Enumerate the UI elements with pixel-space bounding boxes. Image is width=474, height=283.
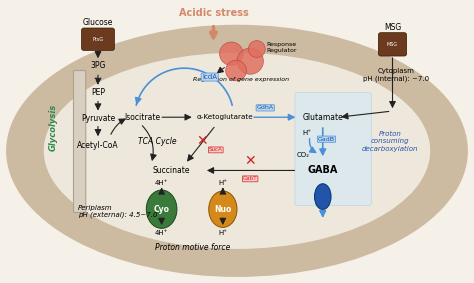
Text: GABA: GABA (308, 166, 338, 175)
Text: Response
Regulator: Response Regulator (266, 42, 297, 53)
Text: PEP: PEP (91, 88, 105, 97)
Text: Acetyl-CoA: Acetyl-CoA (77, 141, 119, 150)
Text: Glycolysis: Glycolysis (49, 104, 58, 151)
Text: 4H⁺: 4H⁺ (155, 230, 168, 235)
Text: GabT: GabT (243, 176, 257, 181)
Text: TCA Cycle: TCA Cycle (137, 137, 176, 146)
Text: Cyo: Cyo (154, 205, 170, 214)
Text: ✕: ✕ (245, 154, 256, 168)
Text: ✕: ✕ (196, 134, 208, 149)
Text: Acidic stress: Acidic stress (179, 8, 248, 18)
FancyBboxPatch shape (73, 70, 86, 213)
Ellipse shape (6, 25, 468, 277)
FancyBboxPatch shape (378, 33, 407, 56)
Text: Proton
consuming
decarboxylation: Proton consuming decarboxylation (362, 131, 419, 152)
Circle shape (248, 41, 265, 57)
Text: MSG: MSG (387, 42, 398, 47)
Circle shape (219, 42, 243, 65)
Text: Glucose: Glucose (83, 18, 113, 27)
Text: Regulation of gene expression: Regulation of gene expression (193, 77, 289, 82)
Text: H⁺: H⁺ (219, 180, 228, 186)
Text: Succinate: Succinate (152, 166, 190, 175)
Text: 4H⁺: 4H⁺ (155, 180, 168, 186)
Circle shape (237, 48, 264, 74)
Text: CO₂: CO₂ (296, 152, 310, 158)
Text: IcdA: IcdA (202, 74, 217, 80)
Text: Periplasm
pH (external): 4.5~7.0: Periplasm pH (external): 4.5~7.0 (78, 205, 157, 218)
Text: Cytoplasm
pH (internal): ~7.0: Cytoplasm pH (internal): ~7.0 (363, 68, 429, 82)
FancyBboxPatch shape (295, 93, 371, 205)
Text: PtsG: PtsG (92, 37, 103, 42)
Text: MSG: MSG (384, 23, 401, 32)
Text: SucA: SucA (209, 147, 223, 153)
Ellipse shape (315, 184, 331, 209)
Text: 3PG: 3PG (91, 61, 106, 70)
Text: Nuo: Nuo (214, 205, 232, 214)
Text: α-Ketoglutarate: α-Ketoglutarate (197, 114, 254, 120)
Text: GdhA: GdhA (257, 105, 274, 110)
Text: Isocitrate: Isocitrate (125, 113, 161, 122)
Ellipse shape (209, 191, 237, 228)
Ellipse shape (146, 190, 177, 228)
Circle shape (226, 60, 246, 81)
Text: GadB: GadB (318, 137, 335, 142)
Text: Glutamate: Glutamate (302, 113, 343, 122)
Text: H⁺: H⁺ (302, 130, 311, 136)
Ellipse shape (44, 53, 430, 249)
Text: Pyruvate: Pyruvate (81, 114, 115, 123)
FancyBboxPatch shape (82, 28, 115, 50)
Text: H⁺: H⁺ (219, 230, 228, 235)
Text: Proton motive force: Proton motive force (155, 243, 230, 252)
